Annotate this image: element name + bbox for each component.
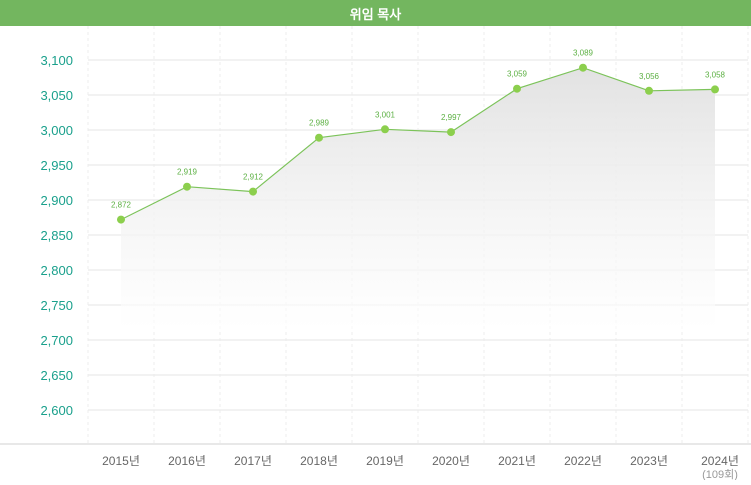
data-point	[645, 86, 653, 95]
y-tick-label: 2,950	[40, 158, 73, 173]
x-tick-label: 2020년	[432, 454, 470, 468]
data-label: 2,872	[111, 201, 132, 210]
label-layer: 2,872 2,919 2,912 2,989 3,001 2,997 3,059 3,089…	[111, 49, 726, 210]
data-point	[513, 84, 521, 93]
series-area	[121, 67, 715, 330]
line-layer	[120, 67, 716, 221]
data-point	[315, 133, 323, 142]
data-label: 3,001	[375, 110, 396, 119]
axis-layer: 2,600 2,650 2,700 2,750 2,800 2,850 2,900 2,950…	[40, 53, 739, 481]
series-line	[120, 67, 716, 221]
y-tick-label: 3,000	[40, 123, 73, 138]
data-label: 2,919	[177, 168, 198, 177]
data-label: 2,997	[441, 113, 462, 122]
data-point	[249, 187, 257, 196]
x-tick-label: 2019년	[366, 454, 404, 468]
data-point	[117, 215, 125, 224]
y-tick-label: 2,800	[40, 263, 73, 278]
x-tick-label: 2017년	[234, 454, 272, 468]
x-tick-label: 2024년	[701, 454, 739, 468]
y-tick-label: 2,900	[40, 193, 73, 208]
point-layer	[117, 63, 719, 224]
y-tick-label: 2,600	[40, 403, 73, 418]
data-point	[447, 128, 455, 137]
chart-title-bar: 위임 목사	[0, 0, 751, 26]
area-chart: 2,872 2,919 2,912 2,989 3,001 2,997 3,059 3,089…	[0, 26, 751, 481]
data-label: 3,059	[507, 70, 528, 79]
area-layer	[121, 67, 715, 330]
y-tick-label: 2,700	[40, 333, 73, 348]
y-tick-label: 3,050	[40, 88, 73, 103]
data-label: 3,056	[639, 72, 660, 81]
data-label: 3,089	[573, 49, 594, 58]
data-point	[381, 125, 389, 134]
y-tick-label: 2,650	[40, 368, 73, 383]
data-label: 2,989	[309, 119, 330, 128]
data-label: 2,912	[243, 173, 264, 182]
x-tick-label: 2021년	[498, 454, 536, 468]
chart-title: 위임 목사	[349, 6, 402, 22]
y-tick-label: 3,100	[40, 53, 73, 68]
chart-area: 2,872 2,919 2,912 2,989 3,001 2,997 3,059 3,089…	[0, 26, 751, 481]
data-point	[711, 85, 719, 94]
x-tick-label: 2018년	[300, 454, 338, 468]
x-tick-label: 2015년	[102, 454, 140, 468]
x-tick-note: (109회)	[702, 468, 738, 480]
x-tick-label: 2023년	[630, 454, 668, 468]
x-tick-label: 2022년	[564, 454, 602, 468]
data-point	[579, 63, 587, 72]
data-label: 3,058	[705, 70, 726, 79]
data-point	[183, 182, 191, 191]
y-tick-label: 2,850	[40, 228, 73, 243]
x-tick-label: 2016년	[168, 454, 206, 468]
y-tick-label: 2,750	[40, 298, 73, 313]
